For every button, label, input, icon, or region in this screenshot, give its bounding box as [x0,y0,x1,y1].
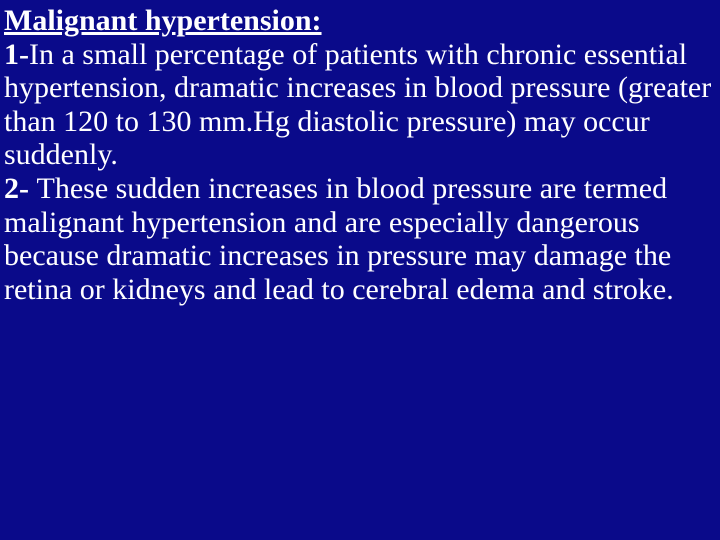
slide-heading: Malignant hypertension: [4,4,322,37]
item-1-text: In a small percentage of patients with c… [4,38,711,172]
item-2-text: These sudden increases in blood pressure… [4,172,674,306]
item-2-number: 2- [4,172,37,205]
item-1-number: 1- [4,38,29,71]
slide-content: Malignant hypertension: 1-In a small per… [0,0,720,314]
